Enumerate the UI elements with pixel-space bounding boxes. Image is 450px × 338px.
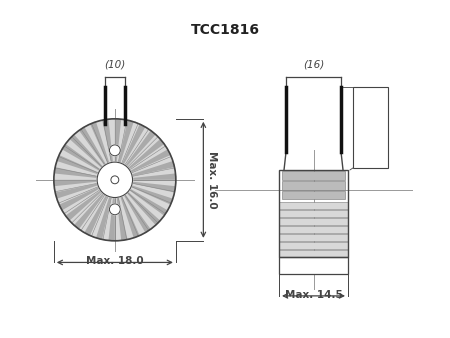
Circle shape [97, 162, 133, 197]
Wedge shape [108, 180, 115, 241]
Text: (10): (10) [104, 60, 126, 70]
Wedge shape [115, 180, 168, 216]
Wedge shape [102, 119, 115, 180]
Text: 15 ± 2: 15 ± 2 [366, 104, 375, 132]
Text: Max. 16.0: Max. 16.0 [207, 151, 217, 209]
Bar [282, 191, 345, 199]
Text: TCC1816: TCC1816 [190, 23, 260, 37]
Bar [279, 170, 348, 257]
Wedge shape [115, 130, 156, 180]
Wedge shape [96, 180, 115, 239]
Circle shape [54, 119, 176, 241]
Wedge shape [66, 180, 115, 221]
Wedge shape [115, 161, 175, 180]
Bar [282, 171, 345, 180]
Bar [279, 210, 348, 217]
Wedge shape [115, 180, 127, 240]
Wedge shape [115, 120, 134, 180]
Wedge shape [115, 180, 160, 225]
Wedge shape [74, 180, 115, 229]
Wedge shape [115, 149, 171, 180]
Text: Max. 1.0: Max. 1.0 [366, 124, 375, 159]
Bar [282, 181, 345, 190]
Wedge shape [115, 173, 176, 180]
Circle shape [109, 145, 120, 156]
Bar [279, 202, 348, 209]
Bar [279, 234, 348, 241]
Circle shape [111, 176, 119, 184]
Wedge shape [54, 167, 115, 180]
Wedge shape [115, 139, 164, 180]
Wedge shape [55, 180, 115, 199]
Wedge shape [79, 127, 115, 180]
Bar [279, 226, 348, 233]
Wedge shape [115, 119, 121, 180]
Wedge shape [115, 180, 173, 204]
Wedge shape [115, 180, 176, 193]
Wedge shape [115, 180, 140, 238]
Circle shape [109, 204, 120, 215]
Text: Max. 18.0: Max. 18.0 [86, 256, 144, 266]
Bar [279, 242, 348, 249]
Wedge shape [69, 135, 115, 180]
Wedge shape [59, 180, 115, 210]
Bar [279, 218, 348, 225]
Wedge shape [54, 180, 115, 186]
Wedge shape [62, 144, 115, 180]
Wedge shape [90, 122, 115, 180]
Bar [353, 87, 388, 168]
Wedge shape [115, 180, 151, 233]
Wedge shape [84, 180, 115, 236]
Text: (16): (16) [303, 60, 324, 70]
Wedge shape [57, 155, 115, 180]
Wedge shape [115, 124, 145, 180]
Text: Max. 14.5: Max. 14.5 [285, 290, 342, 300]
Bar [279, 249, 348, 257]
Bar [279, 257, 348, 274]
